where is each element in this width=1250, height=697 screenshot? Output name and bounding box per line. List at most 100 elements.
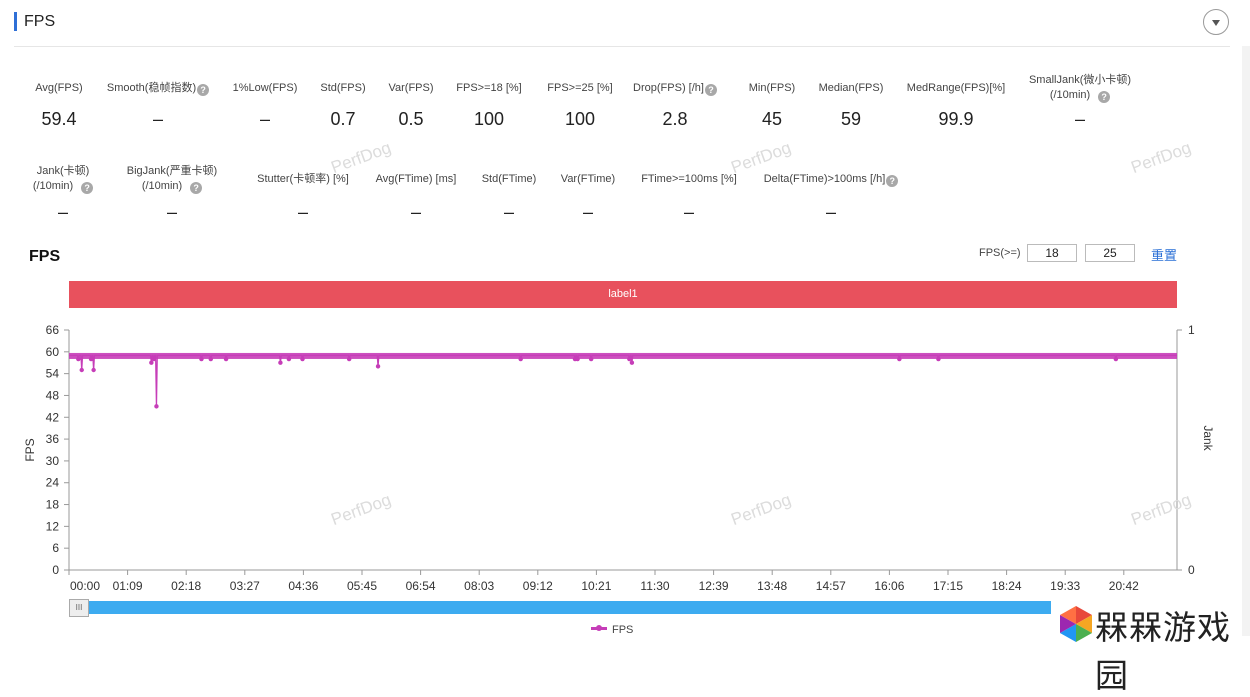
help-icon[interactable]: ? — [81, 182, 94, 194]
metric-label: Smooth(稳帧指数)? — [83, 81, 233, 96]
fps-data-point[interactable] — [208, 356, 213, 362]
metric-label: 1%Low(FPS) — [190, 81, 340, 96]
help-icon[interactable]: ? — [886, 175, 899, 187]
metric-label-text: Stutter(卡顿率) [%] — [257, 173, 349, 185]
fps-data-point[interactable] — [278, 360, 283, 365]
fps-data-point[interactable] — [627, 356, 632, 362]
y2-axis-title: Jank — [1201, 425, 1215, 451]
fps-data-point[interactable] — [575, 356, 580, 362]
metric-label-text: Min(FPS) — [748, 82, 796, 94]
fps-data-point[interactable] — [518, 356, 523, 362]
x-tick-label: 12:39 — [699, 579, 729, 593]
y-tick-label: 54 — [46, 367, 60, 381]
fps-data-point[interactable] — [346, 356, 352, 362]
fps-data-point[interactable] — [76, 356, 81, 362]
fps-series-line[interactable] — [69, 354, 1177, 407]
y2-tick-label: 1 — [1188, 323, 1195, 337]
time-range-slider[interactable] — [69, 601, 1051, 614]
y-tick-label: 42 — [46, 410, 60, 424]
fps-data-point[interactable] — [91, 367, 96, 373]
fps-threshold-2-input[interactable]: 25 — [1085, 244, 1135, 262]
x-tick-label: 02:18 — [171, 579, 201, 593]
y-tick-label: 48 — [46, 388, 60, 402]
fps-data-point[interactable] — [151, 356, 157, 362]
x-tick-label: 10:21 — [581, 579, 611, 593]
x-tick-label: 19:33 — [1050, 579, 1080, 593]
metric-value: 100 — [473, 109, 505, 129]
reset-link[interactable]: 重置 — [1151, 248, 1178, 263]
time-range-slider-handle[interactable]: III — [69, 599, 89, 617]
metric-value: – — [825, 202, 836, 222]
metric-value: – — [297, 202, 308, 222]
x-tick-label: 17:15 — [933, 579, 963, 593]
fps-data-point[interactable] — [300, 356, 305, 362]
site-logo-icon — [1060, 606, 1092, 642]
metric-label-text: Std(FPS) — [320, 82, 366, 94]
x-tick-label: 05:45 — [347, 579, 377, 593]
help-icon[interactable]: ? — [190, 182, 203, 194]
metric-value: – — [152, 109, 163, 129]
x-tick-label: 16:06 — [874, 579, 904, 593]
help-icon[interactable]: ? — [704, 84, 717, 96]
help-icon[interactable]: ? — [1098, 91, 1111, 103]
y-tick-label: 66 — [46, 323, 60, 337]
fps-data-point[interactable] — [629, 360, 635, 365]
metric-label-text: MedRange(FPS)[%] — [906, 82, 1006, 94]
y-tick-label: 30 — [46, 454, 60, 468]
metric-label: Min(FPS) — [697, 81, 847, 96]
fps-data-point[interactable] — [1113, 356, 1119, 362]
x-tick-label: 13:48 — [757, 579, 787, 593]
y-axis-title: FPS — [23, 438, 37, 461]
fps-data-point[interactable] — [936, 356, 941, 362]
metric-label-unit: (/10min) — [141, 180, 183, 192]
x-tick-label: 18:24 — [992, 579, 1022, 593]
metric-value: – — [1074, 109, 1085, 129]
metric-label: Std(FTime) — [434, 172, 584, 187]
x-tick-label: 00:00 — [70, 579, 100, 593]
fps-threshold-label: FPS(>=) — [979, 247, 1021, 259]
fps-data-point[interactable] — [223, 356, 229, 362]
label-band[interactable]: label1 — [69, 281, 1177, 308]
metric-value: 99.9 — [938, 109, 974, 129]
fps-data-point[interactable] — [588, 356, 594, 362]
x-tick-label: 14:57 — [816, 579, 846, 593]
collapse-toggle-button[interactable] — [1203, 9, 1229, 35]
metric-value: – — [410, 202, 421, 222]
fps-chart[interactable]: 0 6 12 18 24 30 36 42 48 54 60 66 0 1 00:00 01:09 02:18 0… — [0, 310, 1250, 600]
x-tick-label: 03:27 — [230, 579, 260, 593]
y2-tick-label: 0 — [1188, 563, 1195, 577]
watermark: PerfDog — [1128, 137, 1194, 178]
y-tick-label: 18 — [46, 498, 60, 512]
section-accent-bar — [14, 12, 17, 31]
y-tick-label: 60 — [46, 345, 60, 359]
fps-data-point[interactable] — [88, 356, 94, 362]
header-divider — [14, 46, 1230, 47]
fps-data-point[interactable] — [79, 367, 84, 373]
fps-data-point[interactable] — [154, 404, 159, 409]
page-scrollbar[interactable] — [1242, 46, 1250, 636]
x-tick-label: 09:12 — [523, 579, 553, 593]
metric-label-text: SmallJank(微小卡顿) — [1028, 74, 1132, 86]
metric-label: MedRange(FPS)[%] — [881, 81, 1031, 96]
metric-label: Delta(FTime)>100ms [/h]? — [756, 172, 906, 187]
x-tick-label: 06:54 — [406, 579, 436, 593]
chart-legend[interactable]: FPS — [591, 624, 633, 636]
legend-label: FPS — [612, 624, 634, 636]
chart-title: FPS — [29, 248, 61, 265]
metric-label-text: Drop(FPS) [/h] — [633, 82, 704, 94]
metric-value: – — [503, 202, 514, 222]
fps-data-point[interactable] — [375, 364, 381, 369]
fps-data-point[interactable] — [149, 360, 154, 365]
x-tick-label: 04:36 — [288, 579, 318, 593]
metric-value: 59 — [840, 109, 862, 129]
help-icon[interactable]: ? — [197, 84, 210, 96]
metric-label-text: Var(FPS) — [388, 82, 434, 94]
site-logo-text: 槑槑游戏园 — [1095, 608, 1231, 695]
fps-data-point[interactable] — [897, 356, 902, 362]
metric-label-text: Delta(FTime)>100ms [/h] — [763, 173, 886, 185]
metric-label-text: FTime>=100ms [%] — [641, 173, 737, 185]
x-tick-label: 20:42 — [1109, 579, 1139, 593]
fps-data-point[interactable] — [199, 356, 204, 362]
fps-threshold-1-input[interactable]: 18 — [1027, 244, 1077, 262]
fps-data-point[interactable] — [286, 356, 292, 362]
